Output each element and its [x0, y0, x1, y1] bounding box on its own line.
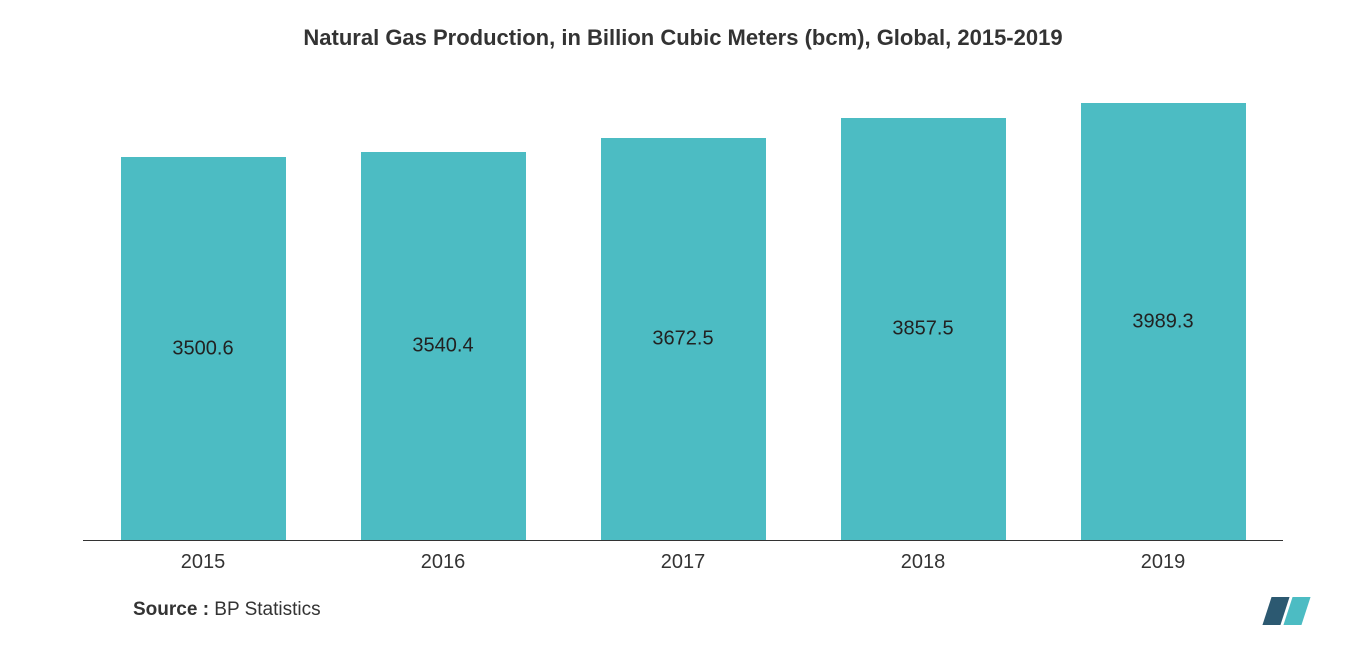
x-label: 2016	[343, 551, 543, 574]
x-label: 2015	[103, 551, 303, 574]
bar-group: 3989.3	[1063, 103, 1263, 540]
x-label: 2017	[583, 551, 783, 574]
source-value: BP Statistics	[209, 599, 321, 620]
bar-2015: 3500.6	[121, 157, 286, 540]
source-label: Source :	[133, 599, 209, 620]
bar-value-label: 3672.5	[652, 328, 713, 351]
x-label: 2019	[1063, 551, 1263, 574]
bar-group: 3500.6	[103, 157, 303, 540]
bar-group: 3540.4	[343, 152, 543, 540]
bar-value-label: 3989.3	[1132, 310, 1193, 333]
bar-2016: 3540.4	[361, 152, 526, 540]
chart-plot-area: 3500.6 3540.4 3672.5 3857.5 3989.3	[83, 81, 1283, 541]
bar-value-label: 3500.6	[172, 337, 233, 360]
bar-value-label: 3857.5	[892, 318, 953, 341]
x-label: 2018	[823, 551, 1023, 574]
source-attribution: Source : BP Statistics	[83, 599, 1283, 621]
bar-group: 3857.5	[823, 118, 1023, 540]
bar-2018: 3857.5	[841, 118, 1006, 540]
bar-2017: 3672.5	[601, 138, 766, 540]
chart-title: Natural Gas Production, in Billion Cubic…	[40, 25, 1326, 51]
bar-value-label: 3540.4	[412, 335, 473, 358]
brand-logo	[1267, 597, 1306, 625]
bar-group: 3672.5	[583, 138, 783, 540]
x-axis-labels: 2015 2016 2017 2018 2019	[83, 551, 1283, 574]
bar-2019: 3989.3	[1081, 103, 1246, 540]
